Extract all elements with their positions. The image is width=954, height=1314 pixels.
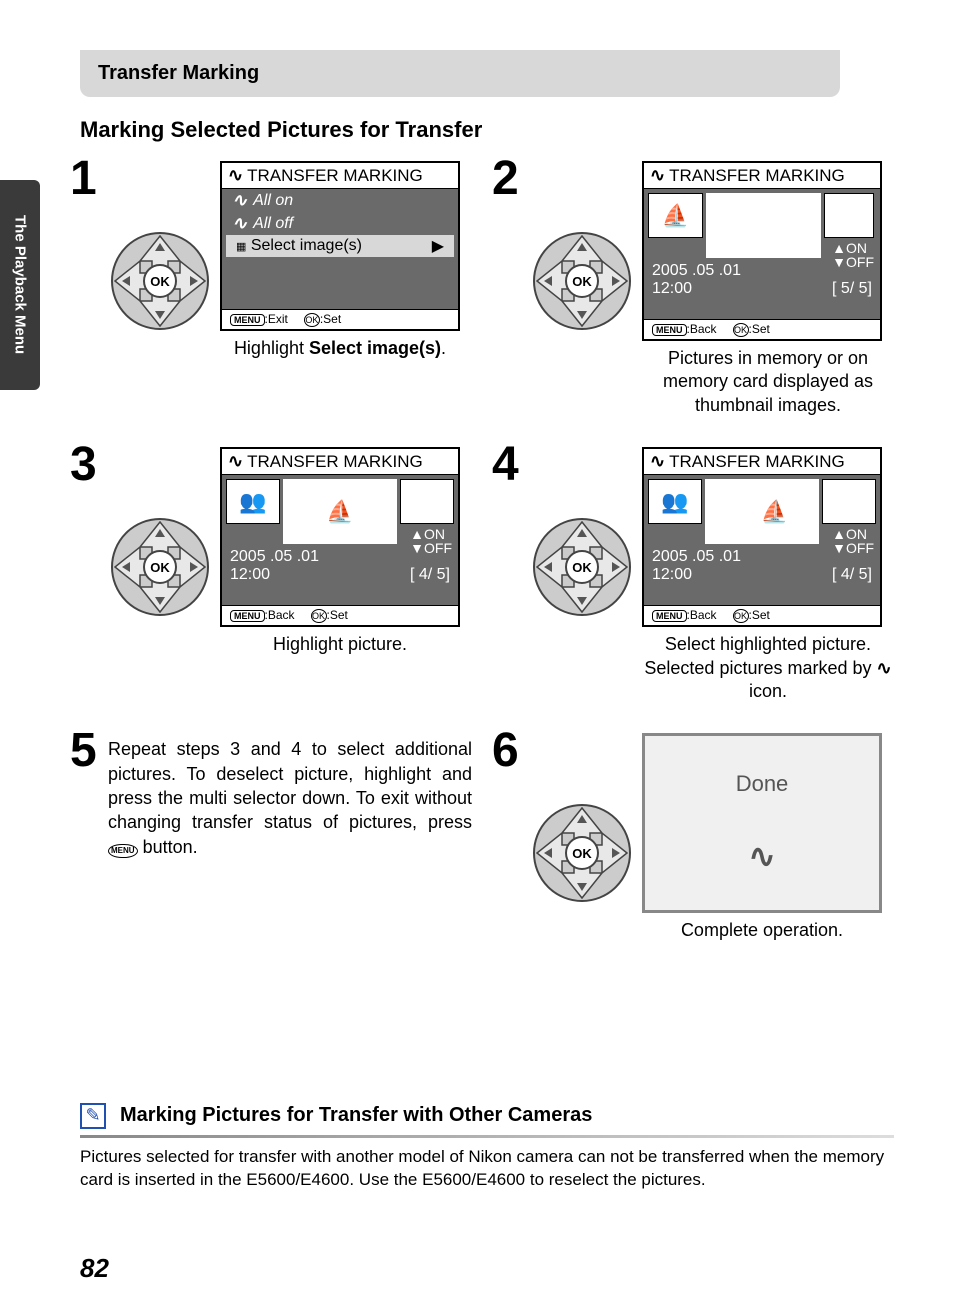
lcd-screen: ∿TRANSFER MARKING 👥 ⛵ ✿ ▲ON▼OFF 2005 .05… [220, 447, 460, 627]
step-1: 1 OK ∿ TRANSFER MARKING [80, 161, 472, 417]
transfer-icon: ∿ [228, 165, 243, 186]
menu-button-icon: MENU [108, 844, 138, 859]
transfer-icon: ∿ [650, 165, 665, 186]
thumbnail: ⛵ [648, 193, 703, 238]
step-4: 4 OK ∿TRANSFER MARKING 👥 ∿ ⛵ [502, 447, 894, 703]
step-caption: Complete operation. [642, 919, 882, 942]
lcd-menu: ∿All on ∿All off ▦ Select image(s) ▶ [222, 189, 458, 309]
svg-text:OK: OK [572, 846, 592, 861]
page-number: 82 [80, 1253, 109, 1284]
menu-item-selected: ▦ Select image(s) ▶ [226, 235, 454, 257]
note-title: Marking Pictures for Transfer with Other… [120, 1104, 592, 1127]
step-text: Repeat steps 3 and 4 to select additiona… [80, 737, 472, 858]
step-5: 5 Repeat steps 3 and 4 to select additio… [80, 733, 472, 942]
thumbnail [824, 193, 874, 238]
lcd-screen: ∿TRANSFER MARKING ⛵ ✿✿ ▲ON▼OFF 2005 .05 … [642, 161, 882, 341]
svg-text:OK: OK [572, 274, 592, 289]
step-number: 4 [492, 437, 519, 492]
lcd-screen: ∿ TRANSFER MARKING ∿All on ∿All off ▦ Se… [220, 161, 460, 331]
page: Transfer Marking Marking Selected Pictur… [0, 0, 954, 1222]
lcd-thumbs: ⛵ ✿✿ ▲ON▼OFF 2005 .05 .0112:00 [ 5/ 5] [644, 189, 880, 319]
thumbnail-selected: ✿✿ [706, 193, 821, 258]
step-number: 2 [492, 151, 519, 206]
step-caption: Highlight Select image(s). [220, 337, 460, 360]
lcd-footer: MENU:Exit OK:Set [222, 309, 458, 329]
transfer-icon: ∿ [749, 837, 776, 875]
thumbnail: 👥 [648, 479, 702, 524]
done-label: Done [736, 771, 789, 797]
transfer-icon: ∿ [650, 451, 665, 472]
lcd-screen: ∿TRANSFER MARKING 👥 ∿ ⛵ ✿ ▲ON▼OFF 2005 .… [642, 447, 882, 627]
svg-text:OK: OK [572, 560, 592, 575]
step-number: 1 [70, 151, 97, 206]
step-caption: Select highlighted picture. Selected pic… [642, 633, 894, 703]
dpad-icon: OK [532, 803, 632, 903]
thumbnail: ✿ [400, 479, 454, 524]
step-number: 6 [492, 723, 519, 778]
step-caption: Highlight picture. [220, 633, 460, 656]
dpad-icon: OK [110, 517, 210, 617]
header-title: Transfer Marking [98, 62, 822, 85]
thumbnail: ✿ [822, 479, 876, 524]
dpad-icon: OK [110, 231, 210, 331]
thumbnail-selected: ∿ ⛵ [705, 479, 818, 544]
step-number: 5 [70, 723, 97, 778]
step-3: 3 OK ∿TRANSFER MARKING 👥 ⛵ [80, 447, 472, 703]
menu-item: ∿All off [222, 212, 458, 235]
svg-text:OK: OK [150, 274, 170, 289]
step-caption: Pictures in memory or on memory card dis… [642, 347, 894, 417]
note-text: Pictures selected for transfer with anot… [80, 1146, 894, 1192]
section-title: Marking Selected Pictures for Transfer [80, 117, 894, 143]
steps-grid: 1 OK ∿ TRANSFER MARKING [80, 161, 894, 943]
note-rule [80, 1135, 894, 1138]
step-2: 2 OK ∿TRANSFER MARKING ⛵ ✿✿ [502, 161, 894, 417]
note-box: ✎ Marking Pictures for Transfer with Oth… [80, 1103, 894, 1192]
note-icon: ✎ [80, 1103, 106, 1129]
menu-item: ∿All on [222, 189, 458, 212]
step-number: 3 [70, 437, 97, 492]
done-screen: Done ∿ [642, 733, 882, 913]
dpad-icon: OK [532, 231, 632, 331]
on-off-indicator: ▲ON▼OFF [832, 241, 874, 269]
header-tab: Transfer Marking [80, 50, 840, 97]
thumbnail-selected: ⛵ [283, 479, 396, 544]
transfer-icon: ∿ [877, 658, 892, 678]
thumbnail: 👥 [226, 479, 280, 524]
lcd-title: ∿ TRANSFER MARKING [222, 163, 458, 189]
transfer-icon: ∿ [228, 451, 243, 472]
step-6: 6 OK Done ∿ Complete operation. [502, 733, 894, 942]
svg-text:OK: OK [150, 560, 170, 575]
dpad-icon: OK [532, 517, 632, 617]
